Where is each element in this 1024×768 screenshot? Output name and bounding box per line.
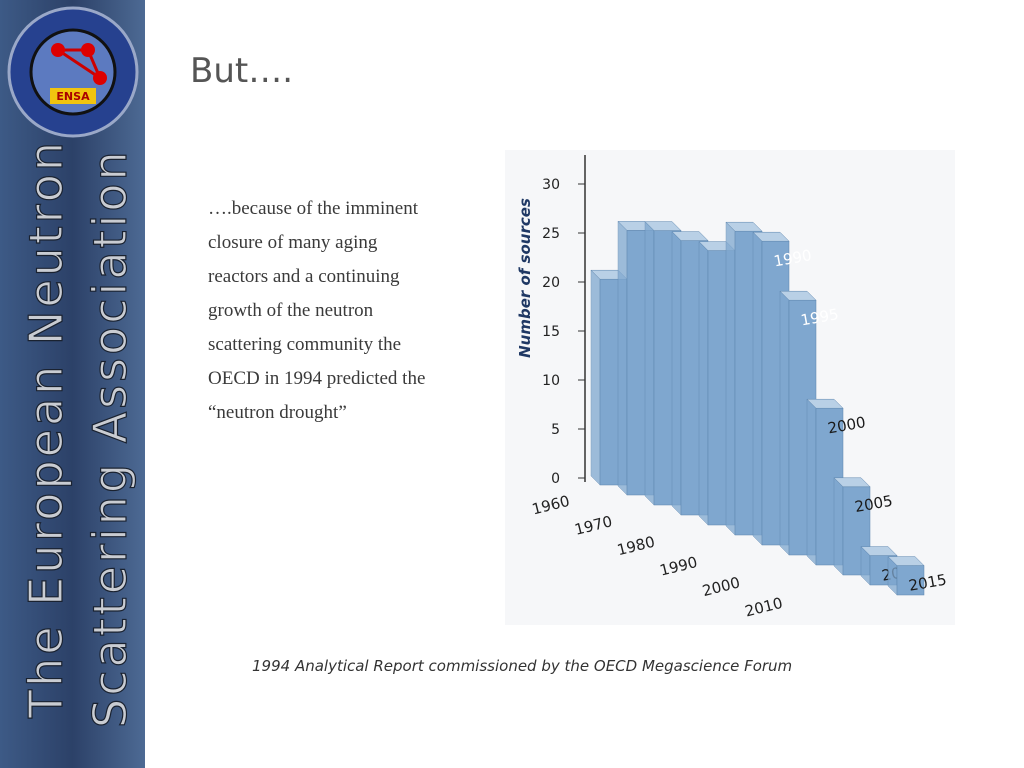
sidebar-text: The European Neutron [19,139,73,719]
bar-side [644,220,655,506]
y-axis-label: Number of sources [516,198,534,358]
caption: 1994 Analytical Report commissioned by t… [252,657,792,675]
y-tick-label: 20 [542,275,560,291]
paragraph-line: scattering community the [208,334,401,355]
sidebar-text: Scattering Association [83,148,137,728]
logo-text: ENSA [56,90,90,103]
bar-side [833,477,844,576]
bar-top [752,231,790,242]
bar-side [725,221,736,536]
bar-top [887,556,925,566]
y-tick-label: 15 [542,324,560,340]
bar-front [896,565,925,596]
bar-side [779,290,790,556]
paragraph-line: ….because of the imminent [208,198,419,219]
paragraph-line: reactors and a continuing [208,266,400,287]
paragraph-line: “neutron drought” [208,402,347,423]
chart: 0510152025301960197019801990200020101990… [530,177,948,621]
bar-top [725,221,763,232]
paragraph-line: OECD in 1994 predicted the [208,368,425,389]
paragraph-line: closure of many aging [208,232,378,253]
bar-side [617,220,628,496]
bar-top [860,546,898,556]
bar-top [833,477,871,488]
y-tick-label: 10 [542,373,560,389]
bar-top [806,398,844,409]
bar-side [698,240,709,526]
bar-top [644,221,682,231]
y-tick-label: 0 [551,471,560,487]
slide-title: But…. [190,51,293,91]
bar-top [779,290,817,301]
bar-top [671,231,709,241]
paragraph: ….because of the imminent closure of many… [208,198,425,423]
bar-side [671,230,682,516]
bar-side [590,269,601,486]
bar-side [752,231,763,546]
logo: ENSA [7,6,139,138]
bar [725,221,763,536]
y-tick-label: 30 [542,177,560,193]
y-tick-label: 5 [551,422,560,438]
paragraph-line: growth of the neutron [208,300,374,321]
y-tick-label: 25 [542,226,560,242]
bar [887,555,925,596]
bar-side [806,398,817,566]
